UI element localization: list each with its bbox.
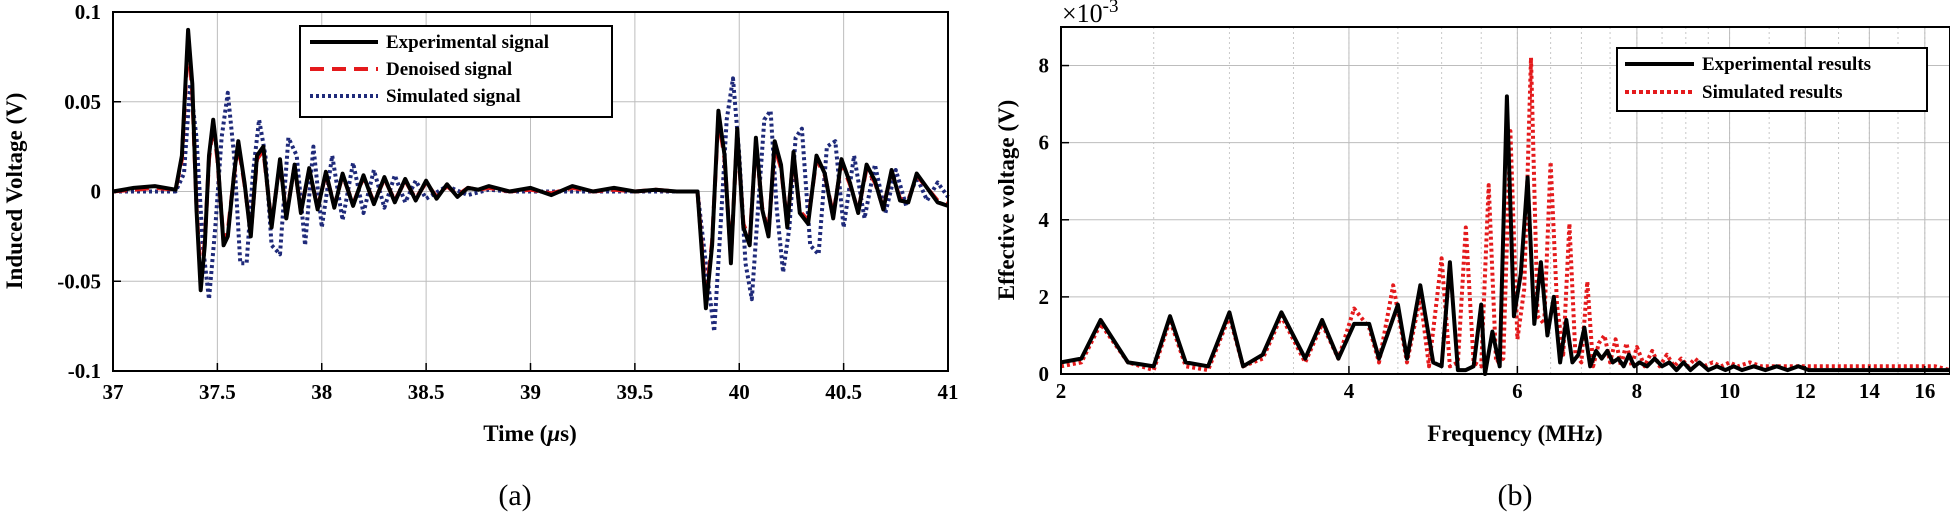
- panel-b-legend-box: [1616, 47, 1928, 112]
- panel-a-series: [112, 27, 950, 334]
- panel-a-x-ticks: 37 37.5 38 38.5 39 39.5 40 40.5 41: [103, 363, 959, 404]
- panel-a-legend-label-simulated: Simulated signal: [386, 86, 521, 107]
- panel-a-y-tick-label: 0.1: [75, 0, 101, 24]
- panel-b-series: [1060, 55, 1950, 376]
- panel-a-x-axis-label-mu: μ: [546, 421, 560, 446]
- panel-b-y-tick-label: 6: [1039, 131, 1050, 155]
- panel-a-x-tick-label: 37: [103, 380, 124, 404]
- panel-a-y-tick-label: 0: [91, 180, 102, 204]
- panel-a-series-experimental-signal: [112, 27, 949, 311]
- panel-b-y-multiplier-exp: -3: [1103, 0, 1119, 17]
- panel-b-x-tick-label: 6: [1512, 379, 1523, 403]
- panel-a-time-signal: 37 37.5 38 38.5 39 39.5 40 40.5 41 -0.1 -0.05 0 0.0…: [2, 0, 959, 512]
- panel-a-y-tick-label: 0.05: [64, 90, 101, 114]
- panel-b-y-tick-label: 4: [1039, 208, 1050, 232]
- panel-b-y-tick-label: 0: [1039, 362, 1050, 386]
- panel-a-x-tick-label: 40.5: [825, 380, 862, 404]
- panel-a-legend: Experimental signal Denoised signal Simu…: [299, 25, 613, 118]
- panel-b-caption: (b): [1498, 479, 1533, 512]
- panel-a-legend-label-experimental: Experimental signal: [386, 32, 549, 53]
- panel-b-y-tick-label: 8: [1039, 54, 1050, 78]
- panel-a-x-axis-label: Time (μs): [483, 421, 577, 446]
- panel-a-y-axis-label: Induced Voltage (V): [2, 93, 27, 290]
- panel-b-legend-label-experimental: Experimental results: [1702, 54, 1871, 75]
- panel-a-x-tick-label: 40: [729, 380, 750, 404]
- panel-b-y-multiplier: ×10-3: [1062, 0, 1119, 28]
- panel-b-x-tick-label: 12: [1795, 379, 1816, 403]
- panel-a-legend-label-denoised: Denoised signal: [386, 59, 512, 80]
- panel-b-x-tick-label: 10: [1719, 379, 1740, 403]
- panel-a-x-axis-label-part2: s): [560, 421, 577, 446]
- panel-a-x-tick-label: 37.5: [199, 380, 236, 404]
- panel-b-legend-label-simulated: Simulated results: [1702, 82, 1843, 103]
- panel-b-x-tick-label: 4: [1344, 379, 1355, 403]
- panel-a-x-tick-label: 39: [520, 380, 541, 404]
- panel-a-x-tick-label: 38: [311, 380, 332, 404]
- panel-a-x-tick-label: 38.5: [408, 380, 445, 404]
- panel-b-series-experimental-results: [1060, 94, 1950, 376]
- panel-b-x-tick-label: 16: [1914, 379, 1935, 403]
- panel-b-y-multiplier-base: ×10: [1062, 0, 1103, 28]
- panel-b-x-axis-label: Frequency (MHz): [1427, 421, 1602, 446]
- panel-b-y-ticks: 0 2 4 6 8: [1039, 54, 1069, 386]
- panel-a-y-ticks: -0.1 -0.05 0 0.05 0.1: [57, 0, 121, 383]
- panel-b-legend: Experimental results Simulated results: [1616, 47, 1928, 112]
- panel-a-x-axis-label-part1: Time (: [483, 421, 547, 446]
- panel-a-y-tick-label: -0.05: [57, 269, 101, 293]
- panel-b-x-tick-label: 8: [1632, 379, 1643, 403]
- panel-b-x-tick-label: 14: [1859, 379, 1881, 403]
- panel-a-x-tick-label: 41: [938, 380, 959, 404]
- panel-a-x-tick-label: 39.5: [617, 380, 654, 404]
- panel-a-y-tick-label: -0.1: [68, 359, 101, 383]
- panel-b-x-ticks: 2 4 6 8 10 12 14 16: [1056, 366, 1935, 403]
- panel-b-x-tick-label: 2: [1056, 379, 1067, 403]
- panel-b-y-axis-label: Effective voltage (V): [994, 100, 1019, 301]
- panel-a-caption: (a): [498, 479, 531, 512]
- panel-b-axes-frame: [1060, 26, 1950, 375]
- panel-b-y-tick-label: 2: [1039, 285, 1050, 309]
